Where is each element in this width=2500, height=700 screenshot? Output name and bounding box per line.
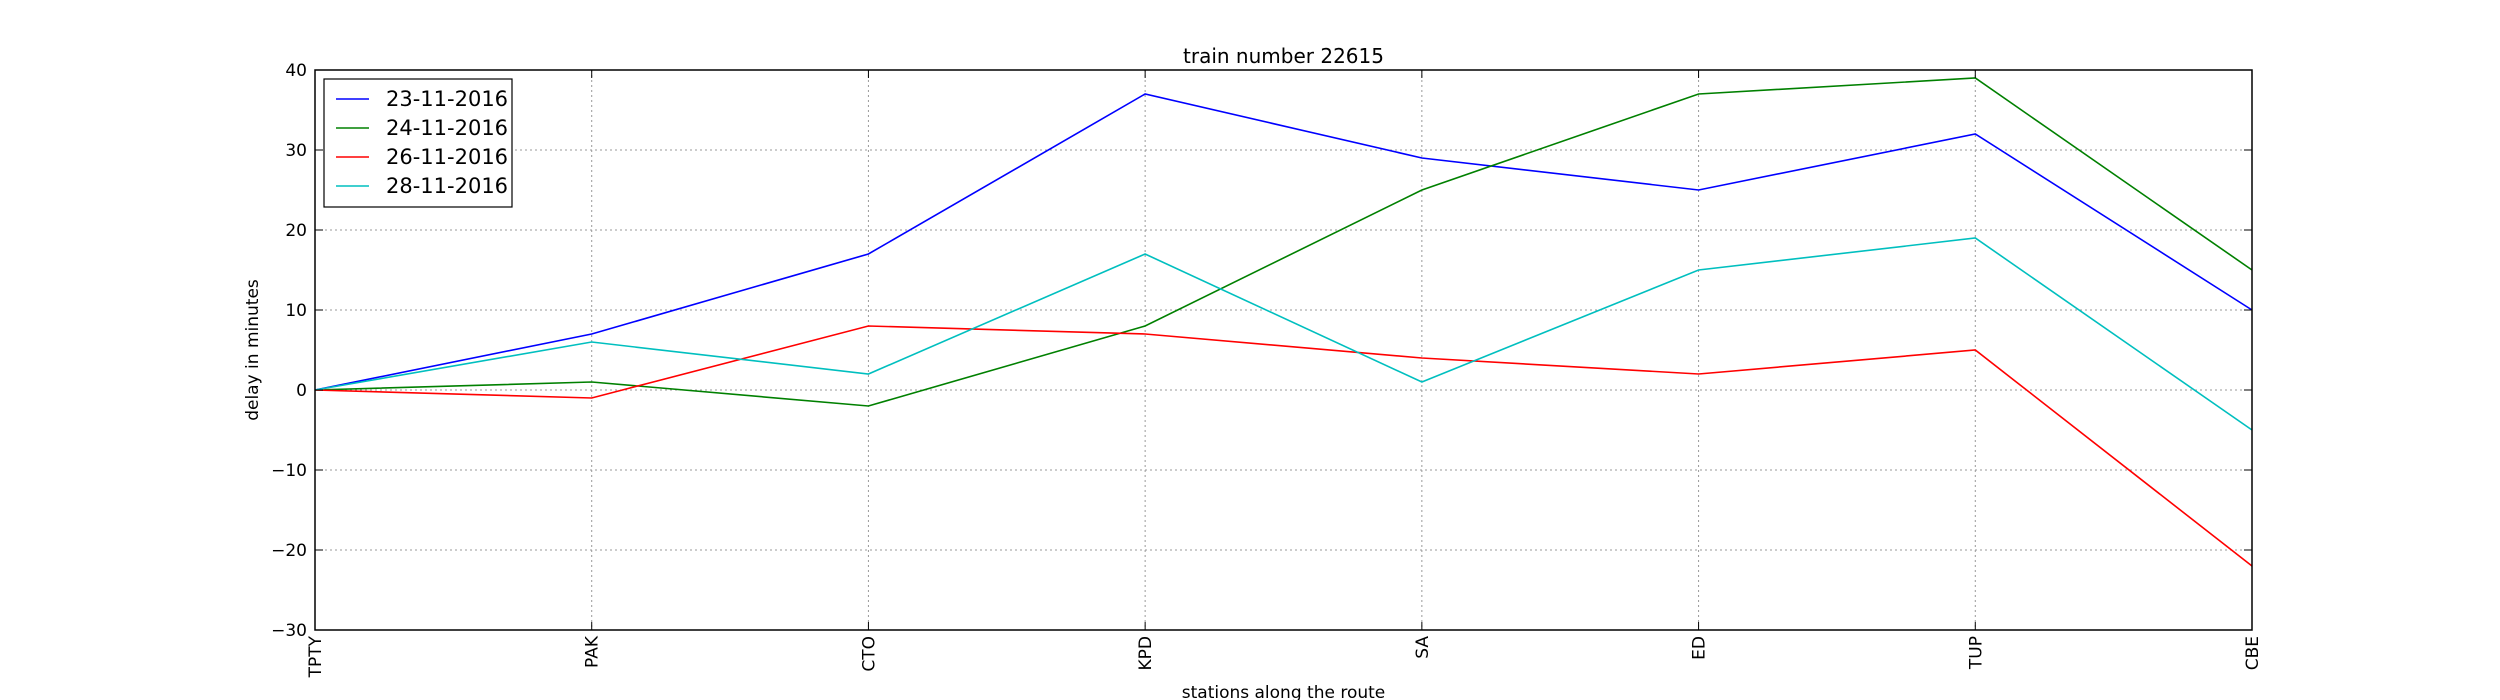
series-lines [314,77,2253,567]
x-tick-label: TPTY [306,635,326,678]
x-tick-label: TUP [1966,636,1986,670]
x-axis-label: stations along the route [1182,683,1386,700]
y-tick-label: 0 [296,381,307,401]
ticks [314,69,2253,631]
series-line [314,325,2253,567]
y-tick-label: 30 [285,141,307,161]
x-tick-label: CBE [2243,636,2263,670]
y-axis-label: delay in minutes [243,279,263,421]
y-tick-label: −10 [271,461,307,481]
y-tick-label: −20 [271,541,307,561]
x-tick-label: CTO [859,636,879,672]
legend-entry: 24-11-2016 [386,116,508,140]
series-line [314,237,2253,431]
legend-entry: 23-11-2016 [386,87,508,111]
x-tick-label: SA [1413,636,1433,659]
x-tick-label: PAK [583,635,603,668]
series-line [314,93,2253,391]
legend: 23-11-2016 24-11-2016 26-11-2016 28-11-2016 [323,78,513,208]
chart-title: train number 22615 [1183,44,1384,68]
x-tick-label: ED [1690,636,1710,660]
y-tick-label: 10 [285,301,307,321]
plot-frame [314,69,2253,631]
tick-labels: −30 −20 −10 0 10 20 30 40 TPTY PAK CTO KPD SA ED TUP CB… [271,61,2263,678]
legend-entry: 26-11-2016 [386,145,508,169]
x-tick-label: KPD [1136,636,1156,671]
y-tick-label: −30 [271,621,307,641]
y-tick-label: 20 [285,221,307,241]
legend-entry: 28-11-2016 [386,174,508,198]
y-tick-label: 40 [285,61,307,81]
